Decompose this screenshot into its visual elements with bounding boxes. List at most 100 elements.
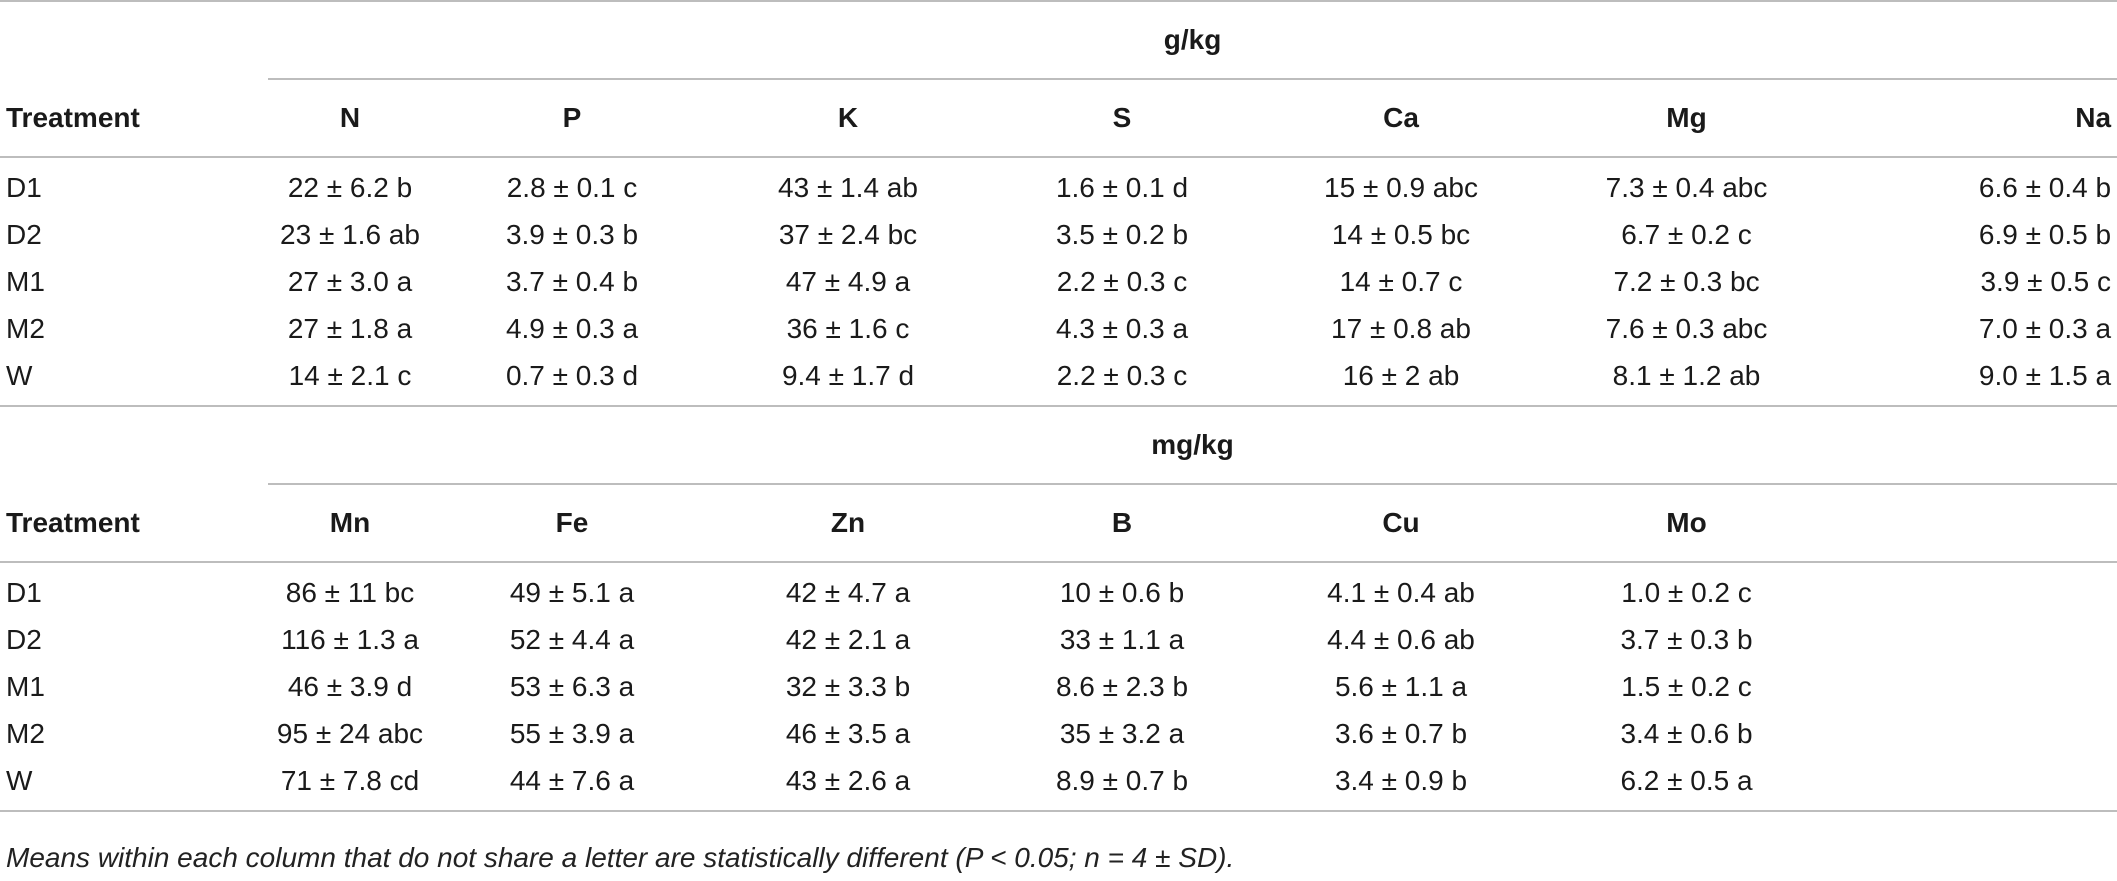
value-cell: 2.2 ± 0.3 c	[1056, 265, 1188, 297]
value-cell: 3.9 ± 0.5 c	[1980, 265, 2112, 297]
value-cell: 4.4 ± 0.6 ab	[1327, 623, 1475, 655]
table1-unit-row: g/kg	[0, 0, 2117, 80]
value-cell: 8.6 ± 2.3 b	[1055, 670, 1189, 702]
table-row: M2 27 ± 1.8 a 4.9 ± 0.3 a 36 ± 1.6 c 4.3 ± 0…	[0, 305, 2117, 352]
value-cell: 3.5 ± 0.2 b	[1055, 218, 1189, 250]
table-row: D1 86 ± 11 bc 49 ± 5.1 a 42 ± 4.7 a 10 ± 0.6…	[0, 562, 2117, 616]
value-cell: 53 ± 6.3 a	[509, 670, 635, 702]
column-header-zn: Zn	[712, 484, 984, 563]
value-cell: 15 ± 0.9 abc	[1324, 171, 1478, 203]
value-cell: 7.3 ± 0.4 abc	[1605, 171, 1768, 203]
empty-cell	[1831, 710, 2117, 757]
table-footnote: Means within each column that do not sha…	[6, 842, 1235, 873]
table-row: D1 22 ± 6.2 b 2.8 ± 0.1 c 43 ± 1.4 ab 1.6 ± …	[0, 157, 2117, 211]
column-header-b: B	[984, 484, 1260, 563]
treatment-cell: D1	[6, 576, 42, 608]
treatment-cell: W	[6, 359, 33, 391]
column-header-s: S	[984, 79, 1260, 158]
table2-body: D1 86 ± 11 bc 49 ± 5.1 a 42 ± 4.7 a 10 ± 0.6…	[0, 562, 2117, 812]
value-cell: 0.7 ± 0.3 d	[505, 359, 639, 391]
value-cell: 7.0 ± 0.3 a	[1978, 312, 2112, 344]
value-cell: 3.4 ± 0.6 b	[1620, 717, 1753, 749]
value-cell: 6.2 ± 0.5 a	[1542, 757, 1831, 812]
table1-unit-label: g/kg	[268, 0, 2117, 80]
value-cell: 33 ± 1.1 a	[1059, 623, 1185, 655]
value-cell: 3.4 ± 0.9 b	[1260, 757, 1542, 812]
value-cell: 55 ± 3.9 a	[509, 717, 635, 749]
value-cell: 8.9 ± 0.7 b	[984, 757, 1260, 812]
value-cell: 42 ± 2.1 a	[785, 623, 911, 655]
value-cell: 43 ± 2.6 a	[712, 757, 984, 812]
value-cell: 9.0 ± 1.5 a	[1978, 359, 2112, 391]
value-cell: 95 ± 24 abc	[276, 717, 424, 749]
value-cell: 4.3 ± 0.3 a	[1055, 312, 1189, 344]
table2-header-row: Treatment Mn Fe Zn B Cu Mo	[0, 484, 2117, 563]
value-cell: 4.9 ± 0.3 a	[505, 312, 639, 344]
value-cell: 1.5 ± 0.2 c	[1621, 670, 1752, 702]
value-cell: 7.6 ± 0.3 abc	[1605, 312, 1768, 344]
value-cell: 46 ± 3.5 a	[785, 717, 911, 749]
value-cell: 47 ± 4.9 a	[785, 265, 911, 297]
treatment-cell: D2	[6, 623, 42, 655]
column-header-mn: Mn	[268, 484, 432, 563]
table-row: M1 46 ± 3.9 d 53 ± 6.3 a 32 ± 3.3 b 8.6 ± 2.…	[0, 663, 2117, 710]
value-cell: 86 ± 11 bc	[285, 576, 415, 608]
treatment-cell: W	[0, 757, 268, 812]
value-cell: 9.4 ± 1.7 d	[781, 359, 915, 391]
value-cell: 116 ± 1.3 a	[281, 623, 419, 655]
value-cell: 5.6 ± 1.1 a	[1334, 670, 1468, 702]
table2-unit-row: mg/kg	[0, 405, 2117, 485]
value-cell: 52 ± 4.4 a	[509, 623, 635, 655]
value-cell: 27 ± 3.0 a	[287, 265, 413, 297]
table1-treatment-header: Treatment	[0, 79, 268, 158]
value-cell: 7.2 ± 0.3 bc	[1613, 265, 1760, 297]
value-cell: 3.7 ± 0.4 b	[505, 265, 639, 297]
table-row: M2 95 ± 24 abc 55 ± 3.9 a 46 ± 3.5 a 35 ± 3.…	[0, 710, 2117, 757]
column-header-ca: Ca	[1260, 79, 1542, 158]
value-cell: 8.1 ± 1.2 ab	[1612, 359, 1761, 391]
value-cell: 22 ± 6.2 b	[287, 171, 413, 203]
column-header-na: Na	[1831, 79, 2117, 158]
treatment-cell: M1	[6, 265, 45, 297]
value-cell: 14 ± 2.1 c	[288, 359, 412, 391]
value-cell: 1.0 ± 0.2 c	[1621, 576, 1752, 608]
value-cell: 3.7 ± 0.3 b	[1620, 623, 1753, 655]
column-header-mg: Mg	[1542, 79, 1831, 158]
value-cell: 42 ± 4.7 a	[785, 576, 911, 608]
value-cell: 49 ± 5.1 a	[509, 576, 635, 608]
value-cell: 23 ± 1.6 ab	[280, 218, 420, 250]
value-cell: 32 ± 3.3 b	[785, 670, 911, 702]
value-cell: 3.6 ± 0.7 b	[1334, 717, 1468, 749]
value-cell: 71 ± 7.8 cd	[268, 757, 432, 812]
treatment-cell: D1	[6, 171, 42, 203]
value-cell: 2.2 ± 0.3 c	[1056, 359, 1188, 391]
treatment-cell: M1	[6, 670, 45, 702]
value-cell: 4.1 ± 0.4 ab	[1327, 576, 1475, 608]
empty-cell	[1831, 663, 2117, 710]
value-cell: 1.6 ± 0.1 d	[1055, 171, 1189, 203]
value-cell: 14 ± 0.5 bc	[1331, 218, 1471, 250]
treatment-cell: M2	[6, 717, 45, 749]
empty-cell	[1831, 757, 2117, 812]
table2-treatment-header: Treatment	[0, 484, 268, 563]
column-header-cu: Cu	[1260, 484, 1542, 563]
value-cell: 6.6 ± 0.4 b	[1978, 171, 2112, 203]
value-cell: 36 ± 1.6 c	[786, 312, 910, 344]
empty-cell	[1831, 616, 2117, 663]
column-header-n: N	[268, 79, 432, 158]
column-header-k: K	[712, 79, 984, 158]
table2-unit-label: mg/kg	[268, 405, 2117, 485]
value-cell: 44 ± 7.6 a	[432, 757, 712, 812]
value-cell: 6.9 ± 0.5 b	[1978, 218, 2112, 250]
column-header-mo: Mo	[1542, 484, 1831, 563]
value-cell: 14 ± 0.7 c	[1339, 265, 1463, 297]
value-cell: 3.9 ± 0.3 b	[505, 218, 639, 250]
value-cell: 27 ± 1.8 a	[287, 312, 413, 344]
nutrient-table: g/kg Treatment N P K S Ca Mg Na D1 22 ± 6…	[0, 0, 2117, 812]
treatment-cell: D2	[6, 218, 42, 250]
table-row: W 14 ± 2.1 c 0.7 ± 0.3 d 9.4 ± 1.7 d 2.2 ± 0…	[0, 352, 2117, 406]
column-header-fe: Fe	[432, 484, 712, 563]
column-header-p: P	[432, 79, 712, 158]
value-cell: 10 ± 0.6 b	[1059, 576, 1185, 608]
